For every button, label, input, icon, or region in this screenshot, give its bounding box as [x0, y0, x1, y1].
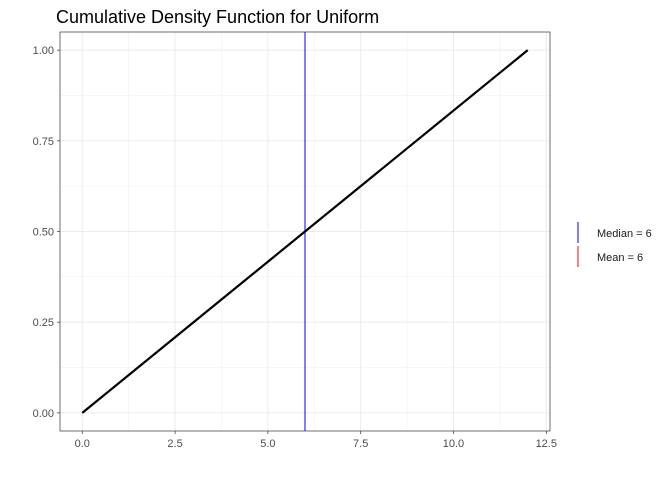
chart-title: Cumulative Density Function for Uniform	[56, 7, 379, 27]
x-tick-label: 12.5	[536, 438, 557, 450]
y-axis: 0.00 0.25 0.50 0.75 1.00	[33, 45, 60, 420]
x-tick-label: 7.5	[353, 438, 368, 450]
x-axis: 0.0 2.5 5.0 7.5 10.0 12.5	[75, 431, 557, 450]
legend-label: Mean = 6	[597, 252, 643, 264]
x-tick-label: 2.5	[167, 438, 182, 450]
y-tick-label: 1.00	[33, 45, 54, 57]
legend-label: Median = 6	[597, 228, 652, 240]
y-tick-label: 0.50	[33, 227, 54, 239]
cdf-line	[81, 49, 529, 414]
y-tick-label: 0.25	[33, 317, 54, 329]
x-tick-label: 0.0	[75, 438, 90, 450]
series-layer	[81, 49, 529, 414]
x-tick-label: 5.0	[260, 438, 275, 450]
legend: Median = 6 Mean = 6	[577, 222, 652, 267]
y-tick-label: 0.00	[33, 408, 54, 420]
y-tick-label: 0.75	[33, 136, 54, 148]
x-tick-label: 10.0	[443, 438, 464, 450]
